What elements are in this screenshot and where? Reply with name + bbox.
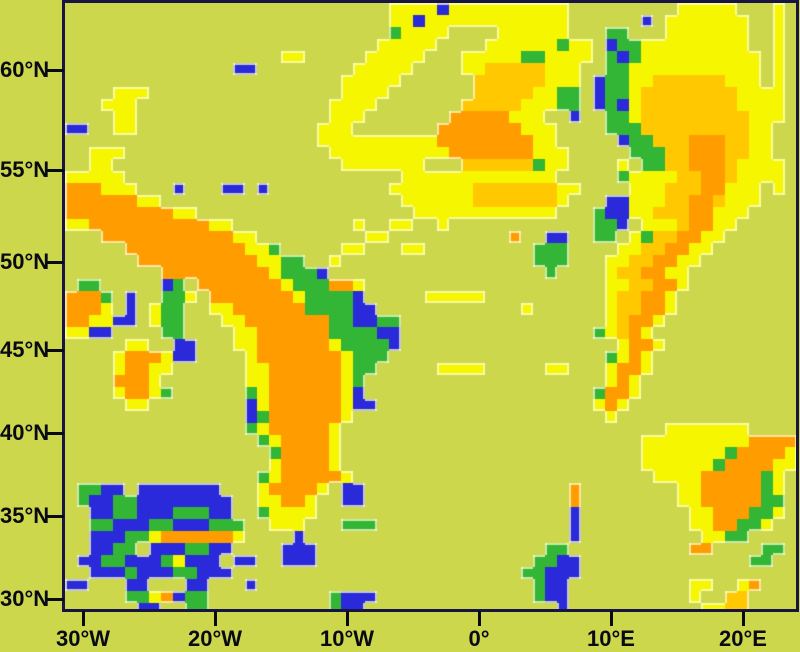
y-axis-tick bbox=[46, 432, 64, 435]
x-axis-tick bbox=[82, 611, 85, 626]
x-axis-tick bbox=[478, 611, 481, 626]
x-axis-tick-label: 30°W bbox=[55, 626, 111, 651]
y-axis-tick-label: 30°N bbox=[0, 586, 50, 611]
x-axis-tick bbox=[346, 611, 349, 626]
x-axis-tick-label: 20°W bbox=[187, 626, 243, 651]
y-axis-tick bbox=[46, 169, 64, 172]
y-axis-tick-label: 40°N bbox=[0, 420, 50, 445]
x-axis-tick-label: 10°W bbox=[319, 626, 375, 651]
y-axis-tick-label: 35°N bbox=[0, 503, 50, 528]
y-axis-tick bbox=[46, 515, 64, 518]
x-axis-tick bbox=[214, 611, 217, 626]
x-axis-tick-label: 0° bbox=[468, 626, 490, 651]
y-axis-tick-label: 60°N bbox=[0, 57, 50, 82]
x-axis-tick bbox=[742, 611, 745, 626]
y-axis-tick bbox=[46, 349, 64, 352]
x-axis-tick bbox=[610, 611, 613, 626]
y-axis-tick bbox=[46, 261, 64, 264]
y-axis-tick bbox=[46, 69, 64, 72]
y-axis-tick-label: 55°N bbox=[0, 157, 50, 182]
map-canvas bbox=[65, 3, 798, 610]
y-axis-tick-label: 50°N bbox=[0, 249, 50, 274]
y-axis-tick-label: 45°N bbox=[0, 337, 50, 362]
y-axis-tick bbox=[46, 598, 64, 601]
x-axis-tick-label: 10°E bbox=[587, 626, 635, 651]
x-axis-tick-label: 20°E bbox=[719, 626, 767, 651]
